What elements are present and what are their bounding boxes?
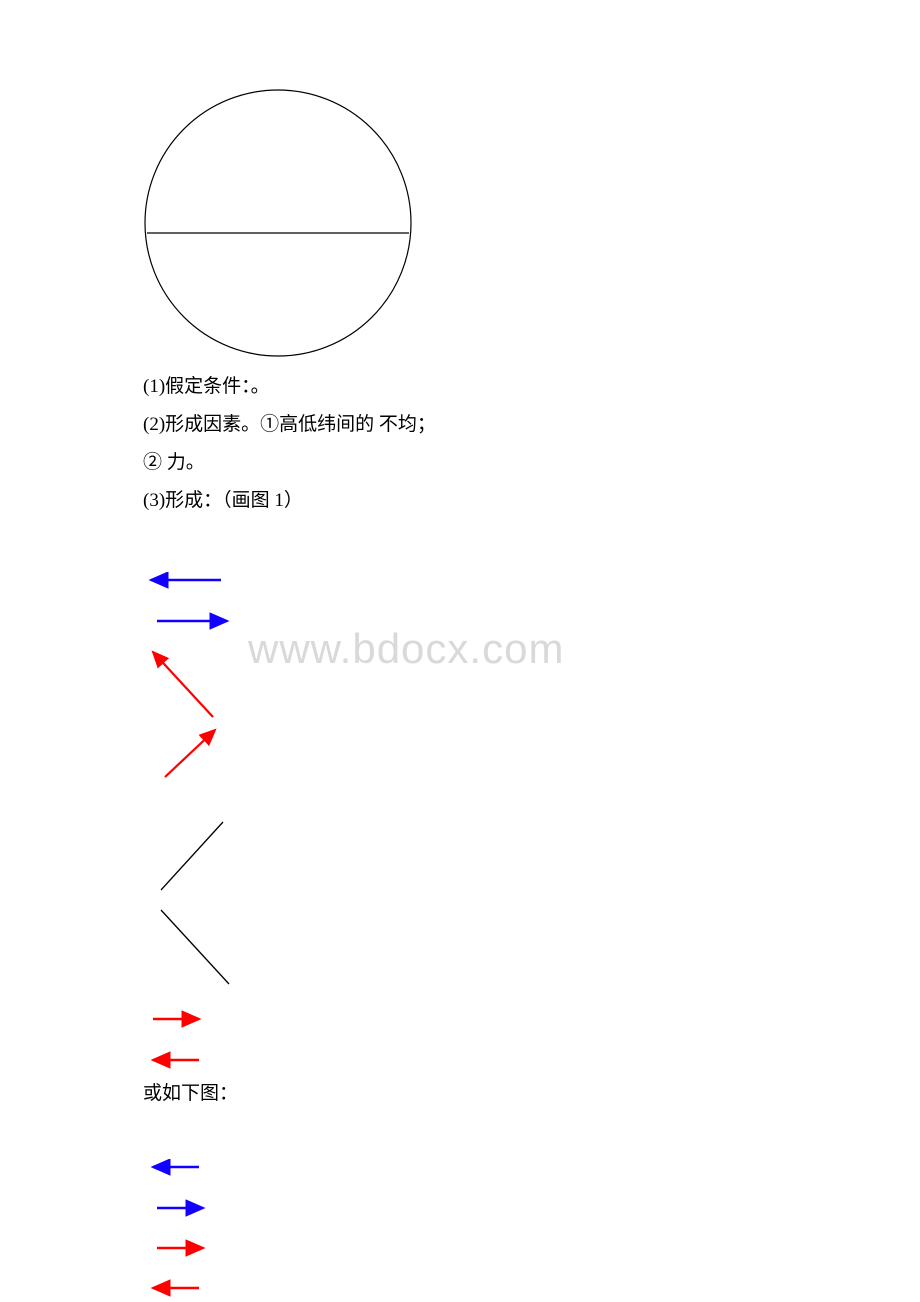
line-black-diag-2 <box>161 910 229 984</box>
text-line-2: (2)形成因素。①高低纬间的 不均； <box>143 406 783 444</box>
arrow-red-diag-up <box>153 652 213 717</box>
circle-diagram <box>143 88 783 358</box>
text-line-5: 或如下图： <box>143 1078 783 1105</box>
arrows-group-1 <box>143 572 783 1072</box>
arrow-red-diag-up-2 <box>165 730 215 777</box>
text-line-1: (1)假定条件：。 <box>143 368 783 406</box>
text-line-4: (3)形成：（画图 1） <box>143 482 783 520</box>
arrows-svg-2 <box>143 1159 243 1299</box>
text-block: (1)假定条件：。 (2)形成因素。①高低纬间的 不均； ② 力。 (3)形成：… <box>143 368 783 520</box>
arrows-group-2 <box>143 1159 783 1299</box>
circle-outline <box>145 90 411 356</box>
page-content: (1)假定条件：。 (2)形成因素。①高低纬间的 不均； ② 力。 (3)形成：… <box>143 0 783 1299</box>
line-black-diag-1 <box>161 822 223 890</box>
text-line-3: ② 力。 <box>143 444 783 482</box>
arrows-svg-1 <box>143 572 263 1072</box>
circle-svg <box>143 88 413 358</box>
